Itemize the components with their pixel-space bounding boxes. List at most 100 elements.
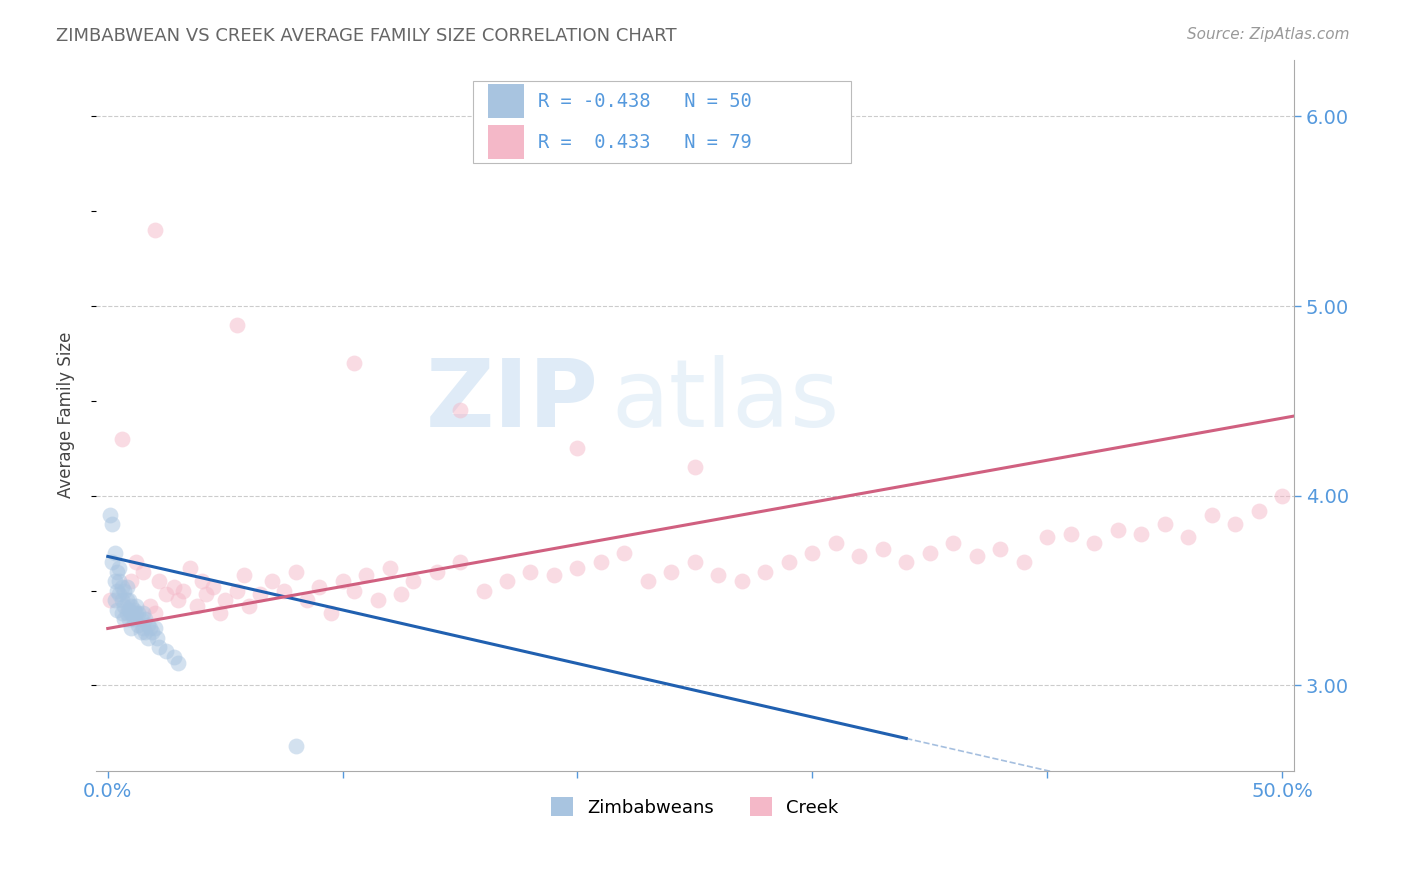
Point <box>367 593 389 607</box>
Point <box>233 568 256 582</box>
Point <box>848 549 870 564</box>
Point <box>567 561 589 575</box>
Point <box>136 617 159 632</box>
Point <box>143 607 166 621</box>
Point <box>1223 517 1246 532</box>
Point <box>155 644 177 658</box>
Point <box>707 568 730 582</box>
Point <box>120 622 142 636</box>
Point <box>146 631 169 645</box>
Point <box>284 739 307 753</box>
Point <box>141 625 163 640</box>
Point <box>122 612 145 626</box>
Text: R = -0.438   N = 50: R = -0.438 N = 50 <box>538 92 752 111</box>
Point <box>120 607 142 621</box>
Point <box>139 599 162 613</box>
Point <box>354 568 377 582</box>
Legend: Zimbabweans, Creek: Zimbabweans, Creek <box>543 789 848 826</box>
Point <box>872 541 894 556</box>
Point <box>105 565 128 579</box>
Point <box>319 607 342 621</box>
Point <box>115 593 138 607</box>
Point <box>731 574 754 588</box>
Point <box>112 599 135 613</box>
Point <box>111 607 134 621</box>
Point <box>637 574 659 588</box>
Point <box>167 656 190 670</box>
Point <box>262 574 284 588</box>
FancyBboxPatch shape <box>488 125 523 160</box>
Point <box>942 536 965 550</box>
Point <box>111 593 134 607</box>
Point <box>1247 504 1270 518</box>
Point <box>122 602 145 616</box>
Point <box>449 555 471 569</box>
Text: R =  0.433   N = 79: R = 0.433 N = 79 <box>538 133 752 152</box>
Point <box>162 649 184 664</box>
Point <box>125 555 148 569</box>
Point <box>683 460 706 475</box>
Point <box>172 583 194 598</box>
Point <box>186 599 208 613</box>
Point <box>389 587 412 601</box>
Point <box>118 612 141 626</box>
Point <box>143 223 166 237</box>
Point <box>801 546 824 560</box>
Point <box>136 631 159 645</box>
Point <box>273 583 295 598</box>
Point <box>918 546 941 560</box>
Point <box>104 574 127 588</box>
Point <box>284 565 307 579</box>
Point <box>1201 508 1223 522</box>
Point <box>134 612 156 626</box>
Point <box>238 599 260 613</box>
Point <box>1107 523 1129 537</box>
Point <box>127 607 149 621</box>
Point <box>125 607 148 621</box>
Point <box>1083 536 1105 550</box>
Point <box>120 599 142 613</box>
Point <box>613 546 636 560</box>
Point <box>519 565 541 579</box>
Point <box>661 565 683 579</box>
Point <box>1059 526 1081 541</box>
Point <box>896 555 918 569</box>
Point <box>104 546 127 560</box>
Point <box>190 574 212 588</box>
Point <box>148 574 170 588</box>
Point <box>127 617 149 632</box>
Point <box>778 555 800 569</box>
Point <box>202 580 225 594</box>
Point <box>425 565 447 579</box>
Point <box>118 602 141 616</box>
Point <box>179 561 201 575</box>
Y-axis label: Average Family Size: Average Family Size <box>58 332 75 499</box>
Point <box>139 622 162 636</box>
Point <box>402 574 425 588</box>
Point <box>824 536 846 550</box>
Point <box>988 541 1011 556</box>
Point <box>132 622 155 636</box>
Point <box>378 561 401 575</box>
Point <box>162 580 184 594</box>
Point <box>226 318 249 332</box>
Point <box>134 625 156 640</box>
Point <box>108 561 131 575</box>
Point <box>1130 526 1153 541</box>
Text: ZIMBABWEAN VS CREEK AVERAGE FAMILY SIZE CORRELATION CHART: ZIMBABWEAN VS CREEK AVERAGE FAMILY SIZE … <box>56 27 676 45</box>
Point <box>112 612 135 626</box>
Point <box>214 593 236 607</box>
Point <box>111 580 134 594</box>
Point <box>129 625 152 640</box>
Text: atlas: atlas <box>612 355 839 447</box>
Point <box>125 599 148 613</box>
Point <box>115 607 138 621</box>
Point <box>104 593 127 607</box>
Point <box>120 574 142 588</box>
Point <box>105 602 128 616</box>
Point <box>98 508 121 522</box>
Point <box>589 555 612 569</box>
Point <box>118 593 141 607</box>
Point <box>1153 517 1175 532</box>
FancyBboxPatch shape <box>474 81 851 162</box>
